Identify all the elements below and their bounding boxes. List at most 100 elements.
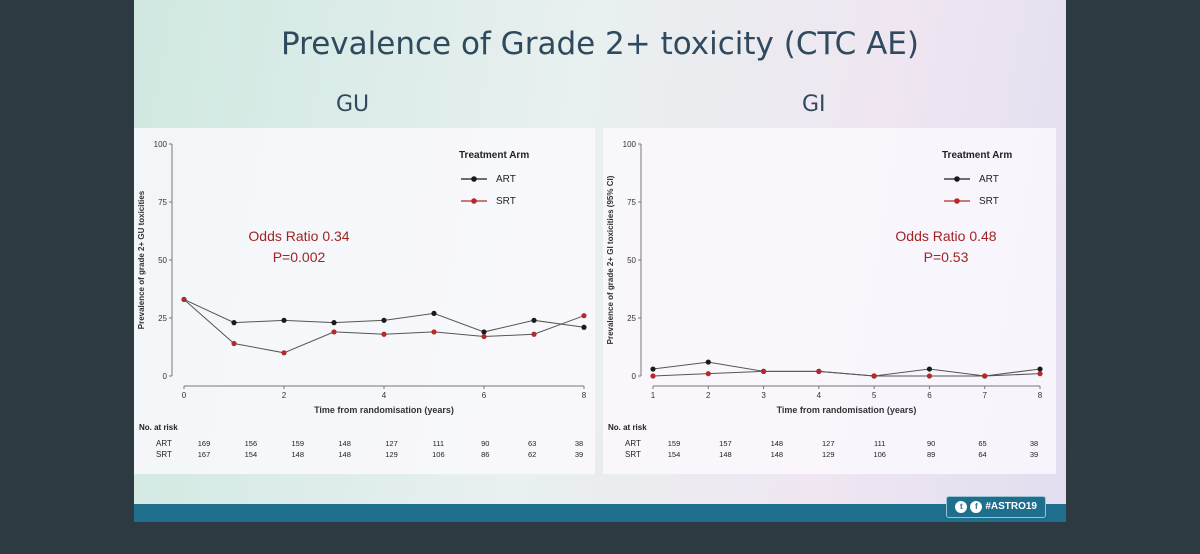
gi-risk-value: 89	[927, 450, 935, 459]
gi-point-srt	[926, 373, 933, 379]
gu-risk-value: 106	[432, 450, 445, 459]
gi-x-tick-label: 8	[1038, 391, 1043, 400]
gu-annotation-line: Odds Ratio 0.34	[248, 228, 349, 244]
gu-risk-value: 148	[338, 439, 351, 448]
gu-risk-value: 154	[245, 450, 258, 459]
gi-legend-label-art: ART	[979, 174, 999, 185]
gu-legend-title: Treatment Arm	[459, 150, 529, 161]
gi-point-art	[926, 366, 933, 372]
gu-x-tick-label: 2	[282, 391, 287, 400]
gi-point-srt	[705, 371, 711, 377]
facebook-icon: f	[970, 501, 983, 513]
gi-point-srt	[760, 368, 767, 374]
gu-point-art	[231, 320, 237, 326]
gu-point-art	[431, 310, 437, 316]
gi-legend-swatch-point	[954, 198, 960, 204]
footer-strip	[134, 504, 1066, 522]
gi-risk-value: 148	[719, 450, 732, 459]
gi-x-tick-label: 3	[761, 391, 766, 400]
gi-point-srt	[871, 373, 877, 379]
gi-point-srt	[1037, 371, 1043, 377]
gi-y-tick-label: 50	[627, 256, 636, 265]
gi-risk-value: 127	[822, 439, 835, 448]
gi-risk-value: 154	[668, 450, 681, 459]
gu-y-tick-label: 100	[154, 140, 168, 149]
gu-series-line-art	[183, 298, 585, 333]
slide-title: Prevalence of Grade 2+ toxicity (CTC AE)	[281, 26, 919, 62]
gu-legend-label-art: ART	[496, 174, 516, 185]
gi-y-tick-label: 100	[623, 140, 637, 149]
gi-x-tick-label: 7	[982, 391, 987, 400]
gu-risk-row-label: ART	[156, 439, 172, 448]
gu-x-tick-label: 0	[182, 391, 187, 400]
gu-risk-value: 129	[385, 450, 398, 459]
astro-hashtag-badge: t f #ASTRO19	[946, 496, 1046, 518]
gu-risk-row-label: SRT	[156, 450, 172, 459]
gu-point-srt	[481, 333, 487, 340]
gi-series-line-srt	[652, 370, 1041, 377]
gu-y-tick-label: 0	[163, 372, 168, 381]
gu-x-tick-label: 6	[482, 391, 487, 400]
gi-legend-swatch-point	[954, 176, 960, 182]
gu-y-axis-label: Prevalence of grade 2+ GU toxicities	[137, 190, 146, 329]
gi-risk-value: 38	[1030, 439, 1038, 448]
gu-annotation-line: P=0.002	[273, 249, 326, 265]
gi-risk-value: 39	[1030, 450, 1038, 459]
gi-risk-value: 106	[873, 450, 886, 459]
gi-y-axis-label: Prevalence of grade 2+ GI toxicities (95…	[606, 175, 615, 344]
gi-risk-value: 159	[668, 439, 681, 448]
gu-chart-subtitle: GU	[336, 92, 370, 117]
gu-point-srt	[581, 313, 587, 319]
gu-x-tick-label: 4	[382, 391, 387, 400]
gu-y-tick-label: 50	[158, 256, 167, 265]
gi-risk-value: 111	[874, 439, 885, 448]
gi-risk-value: 157	[719, 439, 732, 448]
gu-risk-value: 148	[338, 450, 351, 459]
gi-risk-value: 64	[978, 450, 986, 459]
gu-risk-value: 167	[198, 450, 211, 459]
gi-point-srt	[650, 373, 656, 379]
gu-x-axis-label: Time from randomisation (years)	[314, 405, 454, 415]
gu-point-srt	[281, 350, 287, 356]
gi-annotation-line: Odds Ratio 0.48	[895, 228, 996, 244]
gi-x-axis-label: Time from randomisation (years)	[777, 405, 917, 415]
gu-point-art	[481, 329, 487, 335]
gu-risk-value: 63	[528, 439, 536, 448]
gu-point-srt	[531, 331, 537, 337]
gi-risk-value: 90	[927, 439, 935, 448]
gi-risk-value: 129	[822, 450, 835, 459]
gu-point-srt	[431, 329, 437, 335]
gu-x-tick-label: 8	[582, 391, 587, 400]
gu-point-srt	[181, 296, 187, 303]
gi-risk-value: 148	[771, 439, 784, 448]
gi-point-srt	[816, 368, 822, 374]
gi-x-tick-label: 4	[817, 391, 822, 400]
gu-risk-value: 159	[291, 439, 304, 448]
gu-y-tick-label: 25	[158, 314, 167, 323]
gu-point-art	[581, 324, 587, 330]
gu-point-srt	[381, 331, 387, 337]
gi-x-tick-label: 1	[651, 391, 656, 400]
gi-point-art	[705, 359, 711, 365]
gu-risk-value: 86	[481, 450, 489, 459]
gu-legend-swatch-point	[471, 198, 477, 204]
gu-risk-value: 90	[481, 439, 489, 448]
gi-risk-row-label: SRT	[625, 450, 641, 459]
gi-x-tick-label: 5	[872, 391, 877, 400]
gu-risk-table-header: No. at risk	[139, 423, 178, 432]
gu-point-art	[531, 317, 537, 323]
gi-y-tick-label: 0	[632, 372, 637, 381]
gi-point-art	[1037, 366, 1043, 372]
gu-point-srt	[331, 329, 337, 335]
slide: Prevalence of Grade 2+ toxicity (CTC AE)…	[134, 0, 1066, 522]
gu-risk-value: 127	[385, 439, 398, 448]
gi-point-art	[650, 366, 656, 372]
gu-risk-value: 38	[575, 439, 583, 448]
twitter-icon: t	[955, 501, 968, 513]
gu-risk-value: 62	[528, 450, 536, 459]
gi-chart: 0 25 50 75 100 1 2 3 4 5 6 7 8 Time from randomisatio…	[606, 140, 1043, 459]
gi-risk-row-label: ART	[625, 439, 641, 448]
gu-chart: 0 25 50 75 100 0 2 4 6 8 Time from randomisation (…	[137, 140, 587, 459]
gu-point-art	[381, 317, 387, 323]
gi-legend-label-srt: SRT	[979, 196, 999, 207]
